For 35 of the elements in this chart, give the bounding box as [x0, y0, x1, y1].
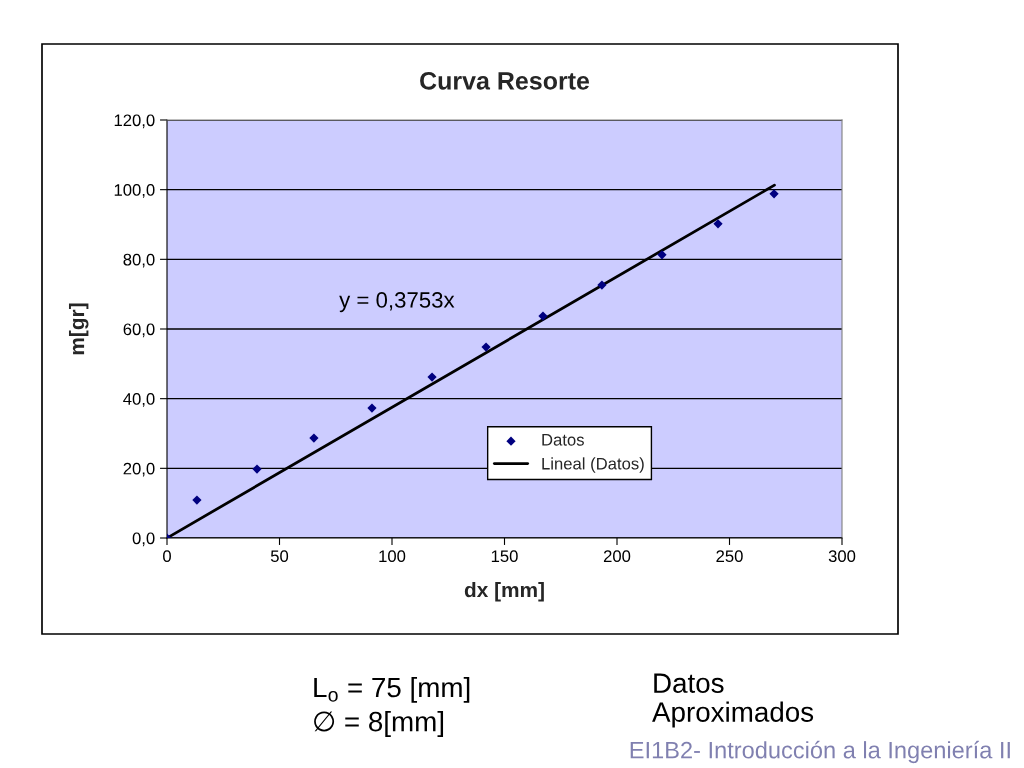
y-tick-label: 100,0 — [114, 184, 155, 198]
x-tick-label: 100 — [379, 550, 406, 563]
chart-title: Curva Resorte — [420, 71, 590, 90]
text: EI1B2- Introducción a la Ingeniería II — [630, 740, 1010, 764]
y-tick-label: 60,0 — [123, 323, 155, 338]
x-tick-label: 300 — [828, 550, 856, 563]
point — [192, 495, 202, 505]
point — [538, 311, 548, 321]
point — [657, 250, 667, 260]
y-axis-title: m[gr] — [68, 303, 89, 355]
y-tick-label: 20,0 — [123, 462, 155, 477]
annotation: y = 0,3753x — [339, 292, 455, 313]
x-tick-label: 50 — [270, 550, 289, 563]
point — [713, 219, 723, 229]
y-tick-label: 0,0 — [132, 532, 155, 547]
x-tick-label: 250 — [716, 550, 743, 563]
y-tick-label: 80,0 — [123, 253, 155, 268]
text: ∅ = 8[mm] — [314, 711, 444, 737]
point — [427, 372, 437, 382]
x-tick-label: 0 — [163, 550, 171, 563]
x-axis-title: dx [mm] — [464, 582, 544, 602]
point — [252, 464, 262, 474]
legend-label: Lineal (Datos) — [542, 457, 644, 473]
legend-label: Datos — [542, 434, 584, 446]
text: L$_{o}$ = 75 [mm] — [314, 676, 470, 703]
x-tick-label: 150 — [491, 550, 518, 563]
point — [597, 280, 607, 290]
point — [309, 433, 319, 443]
text: Datos Aproximados — [652, 673, 814, 728]
x-tick-label: 200 — [603, 550, 631, 563]
point — [367, 403, 377, 413]
y-tick-label: 120,0 — [114, 114, 155, 129]
point — [481, 342, 491, 352]
point — [769, 189, 779, 199]
y-tick-label: 40,0 — [123, 393, 155, 407]
